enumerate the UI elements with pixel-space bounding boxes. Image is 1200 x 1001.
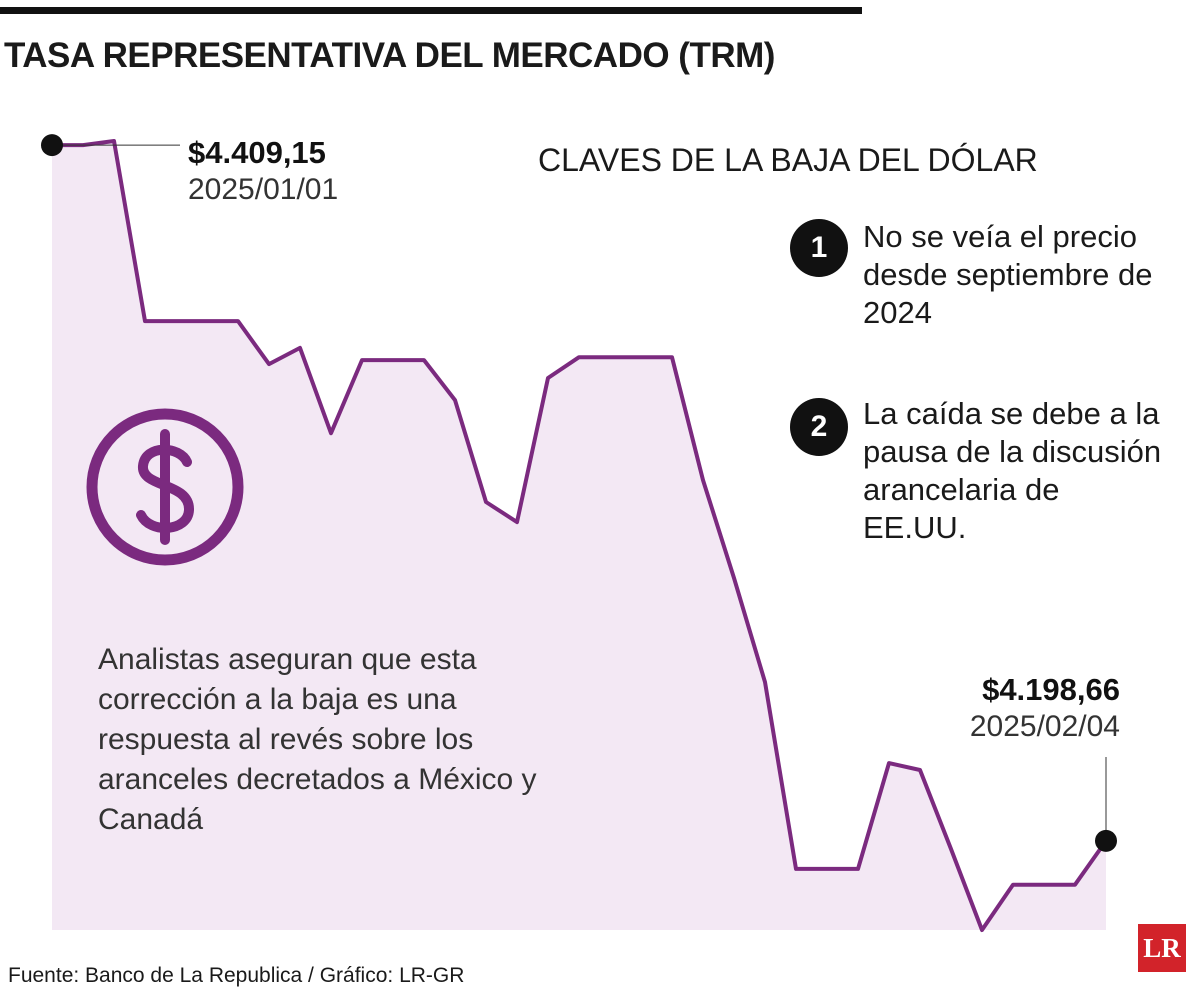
key-number: 2 bbox=[790, 398, 848, 456]
key-text: La caída se debe a la pausa de la discus… bbox=[863, 396, 1162, 545]
chart-title: TASA REPRESENTATIVA DEL MERCADO (TRM) bbox=[4, 36, 775, 75]
dollar-icon bbox=[86, 408, 244, 566]
date-label: 2025/01/01 bbox=[188, 173, 339, 207]
logo: LR bbox=[1138, 924, 1186, 972]
date-label: 2025/02/04 bbox=[969, 710, 1120, 743]
point bbox=[41, 134, 63, 157]
top-bar bbox=[0, 7, 862, 14]
annotation: Analistas aseguran que esta corrección a… bbox=[98, 643, 537, 836]
value-label: $4.409,15 bbox=[188, 135, 326, 171]
area bbox=[52, 141, 1106, 930]
key-number: 1 bbox=[790, 219, 848, 277]
key-text: No se veía el precio desde septiembre de… bbox=[863, 219, 1153, 330]
point bbox=[1095, 829, 1117, 852]
value-label: $4.198,66 bbox=[982, 672, 1120, 707]
source: Fuente: Banco de La Republica / Gráfico:… bbox=[8, 964, 465, 987]
keys-title: CLAVES DE LA BAJA DEL DÓLAR bbox=[538, 142, 1038, 178]
line bbox=[52, 139, 1108, 932]
